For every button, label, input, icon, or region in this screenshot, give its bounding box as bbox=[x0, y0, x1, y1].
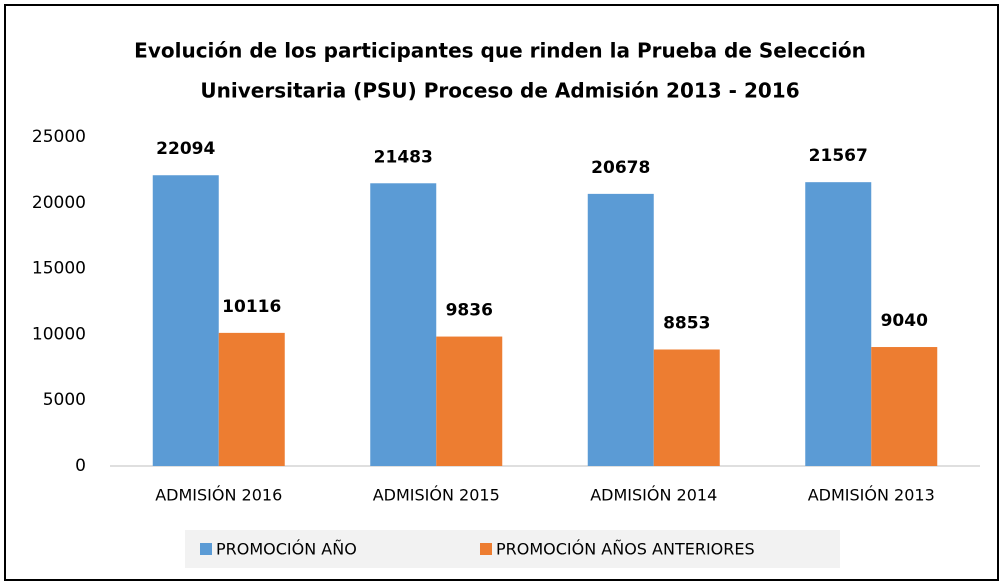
bar bbox=[587, 193, 654, 467]
y-tick-label: 5000 bbox=[43, 390, 86, 410]
bar bbox=[152, 175, 219, 466]
legend-box bbox=[185, 530, 840, 568]
data-label: 8853 bbox=[663, 313, 710, 333]
x-tick-label: ADMISIÓN 2016 bbox=[155, 486, 282, 505]
x-tick-label: ADMISIÓN 2014 bbox=[590, 486, 717, 505]
data-label: 20678 bbox=[591, 158, 650, 178]
bar bbox=[805, 182, 872, 466]
data-label: 9836 bbox=[446, 301, 493, 321]
chart-title: Universitaria (PSU) Proceso de Admisión … bbox=[200, 79, 799, 103]
legend-swatch bbox=[480, 543, 492, 555]
y-tick-label: 15000 bbox=[32, 259, 86, 279]
legend-label: PROMOCIÓN AÑOS ANTERIORES bbox=[496, 540, 755, 559]
y-tick-label: 20000 bbox=[32, 193, 86, 213]
data-label: 21567 bbox=[809, 146, 868, 166]
y-tick-label: 0 bbox=[75, 456, 86, 476]
x-tick-label: ADMISIÓN 2015 bbox=[373, 486, 500, 505]
data-label: 22094 bbox=[156, 139, 215, 159]
bar bbox=[653, 349, 720, 466]
legend-swatch bbox=[200, 543, 212, 555]
bar bbox=[218, 332, 285, 466]
y-tick-label: 25000 bbox=[32, 127, 86, 147]
x-tick-label: ADMISIÓN 2013 bbox=[808, 486, 935, 505]
bar bbox=[370, 183, 437, 466]
y-tick-label: 10000 bbox=[32, 324, 86, 344]
chart-title: Evolución de los participantes que rinde… bbox=[134, 39, 866, 63]
data-label: 21483 bbox=[374, 147, 433, 167]
legend-label: PROMOCIÓN AÑO bbox=[216, 540, 357, 559]
bar bbox=[871, 347, 938, 466]
bar bbox=[436, 336, 503, 466]
data-label: 9040 bbox=[881, 311, 928, 331]
data-label: 10116 bbox=[222, 297, 281, 317]
